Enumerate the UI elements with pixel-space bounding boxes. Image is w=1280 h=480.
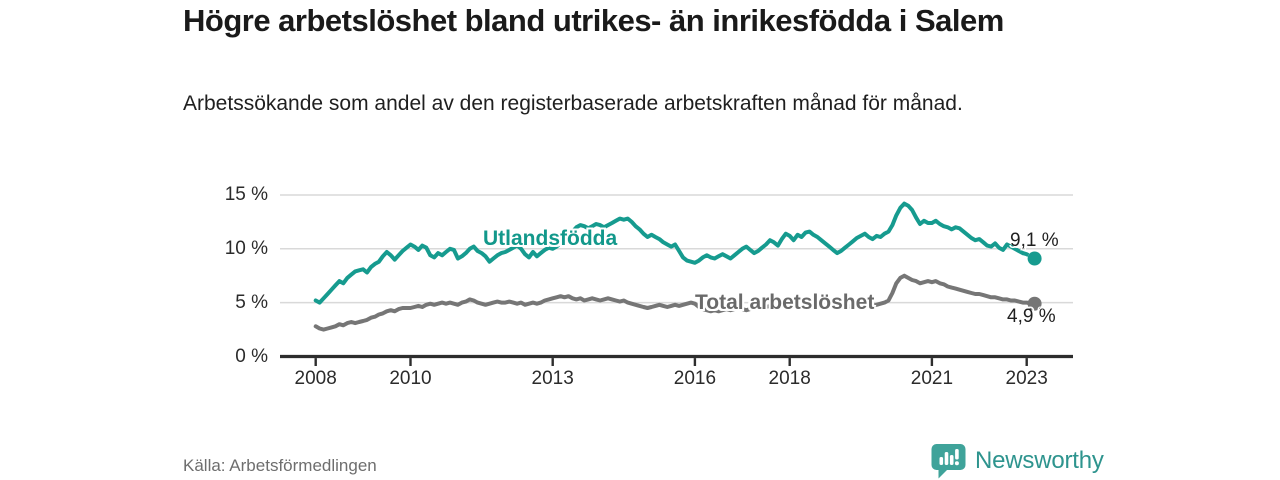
chart-title: Högre arbetslöshet bland utrikes- än inr… xyxy=(183,3,1004,38)
chart-subtitle: Arbetssökande som andel av den registerb… xyxy=(183,92,963,115)
series-label-total-arbetsloshet: Total arbetslöshet xyxy=(695,291,875,314)
x-axis-tick-label: 2013 xyxy=(531,368,574,389)
x-axis-tick-label: 2010 xyxy=(389,368,432,389)
series-label-utlandsfodda: Utlandsfödda xyxy=(483,227,618,250)
x-axis-tick-label: 2008 xyxy=(294,368,337,389)
y-axis-tick-label: 5 % xyxy=(235,291,268,313)
bar-chart-speech-bubble-icon xyxy=(931,444,966,479)
newsworthy-logo-text: Newsworthy xyxy=(975,447,1104,474)
x-axis-tick-label: 2016 xyxy=(673,368,717,389)
y-axis-tick-label: 0 % xyxy=(235,345,268,367)
y-axis-tick-label: 15 % xyxy=(224,183,268,205)
y-axis-tick-label: 10 % xyxy=(224,237,268,259)
x-axis-tick-label: 2018 xyxy=(768,368,811,389)
end-value-label-utlandsfodda: 9,1 % xyxy=(1010,230,1059,251)
source-note: Källa: Arbetsförmedlingen xyxy=(183,456,377,475)
end-value-label-total: 4,9 % xyxy=(1007,306,1056,327)
x-axis-tick-label: 2021 xyxy=(910,368,954,389)
newsworthy-logo[interactable]: Newsworthy xyxy=(930,442,1104,480)
x-axis-tick-label: 2023 xyxy=(1005,368,1048,389)
